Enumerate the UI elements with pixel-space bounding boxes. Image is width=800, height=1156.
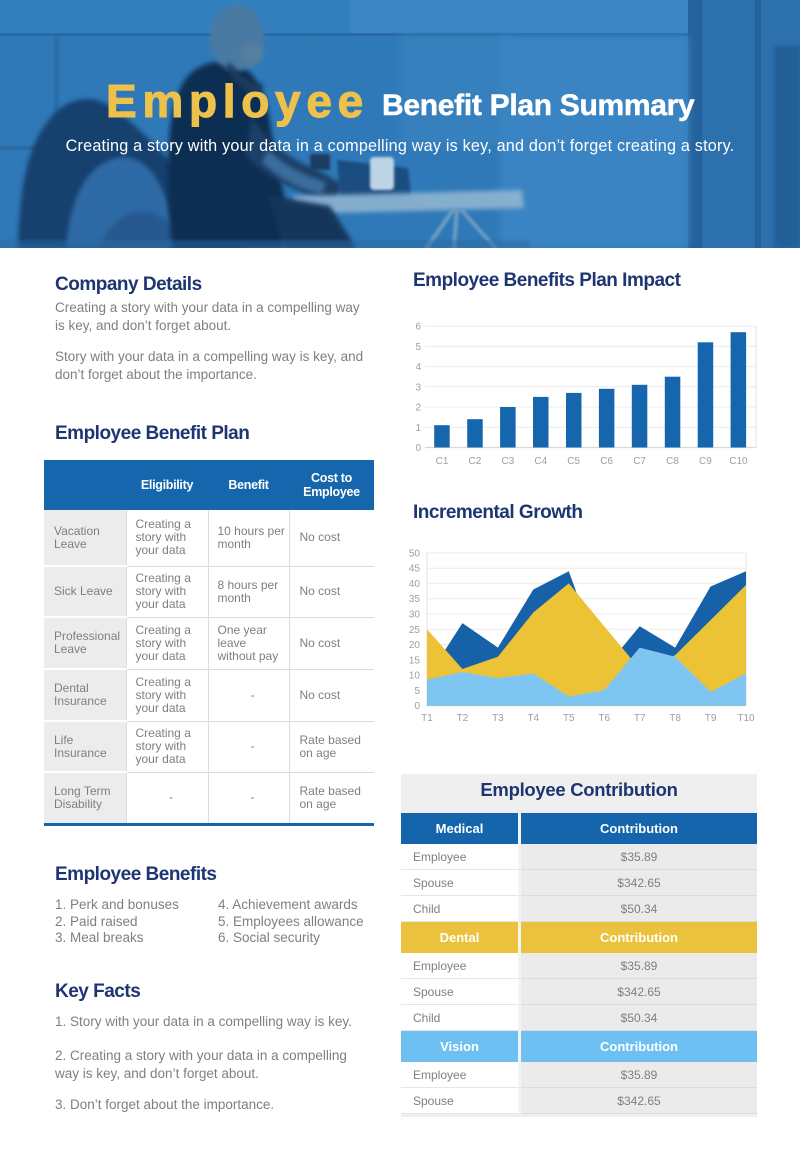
svg-text:5: 5 (415, 342, 421, 353)
svg-text:50: 50 (409, 548, 421, 559)
svg-text:C8: C8 (666, 456, 679, 467)
svg-text:10: 10 (409, 671, 421, 682)
svg-text:T9: T9 (705, 713, 717, 724)
svg-text:6: 6 (415, 322, 421, 333)
svg-text:15: 15 (409, 655, 421, 666)
svg-text:35: 35 (409, 594, 421, 605)
svg-text:C10: C10 (729, 456, 748, 467)
svg-text:1: 1 (415, 423, 421, 434)
svg-text:C7: C7 (633, 456, 646, 467)
svg-text:2: 2 (415, 403, 421, 414)
svg-text:3: 3 (415, 382, 421, 393)
svg-text:C5: C5 (567, 456, 580, 467)
svg-text:C9: C9 (699, 456, 712, 467)
svg-text:20: 20 (409, 640, 421, 651)
svg-text:T4: T4 (527, 713, 539, 724)
svg-text:C4: C4 (534, 456, 547, 467)
svg-text:45: 45 (409, 564, 421, 575)
svg-text:T3: T3 (492, 713, 504, 724)
svg-text:T2: T2 (457, 713, 469, 724)
svg-text:T5: T5 (563, 713, 575, 724)
svg-text:C2: C2 (469, 456, 482, 467)
svg-text:0: 0 (415, 443, 421, 454)
svg-text:T10: T10 (737, 713, 755, 724)
svg-text:T8: T8 (669, 713, 681, 724)
svg-text:30: 30 (409, 610, 421, 621)
svg-text:C3: C3 (502, 456, 515, 467)
svg-text:4: 4 (415, 362, 421, 373)
svg-text:0: 0 (414, 701, 420, 712)
svg-text:40: 40 (409, 579, 421, 590)
svg-text:25: 25 (409, 625, 421, 636)
svg-text:T6: T6 (598, 713, 610, 724)
svg-text:5: 5 (414, 686, 420, 697)
svg-text:C6: C6 (600, 456, 613, 467)
svg-text:T7: T7 (634, 713, 646, 724)
svg-text:T1: T1 (421, 713, 433, 724)
svg-text:C1: C1 (436, 456, 449, 467)
